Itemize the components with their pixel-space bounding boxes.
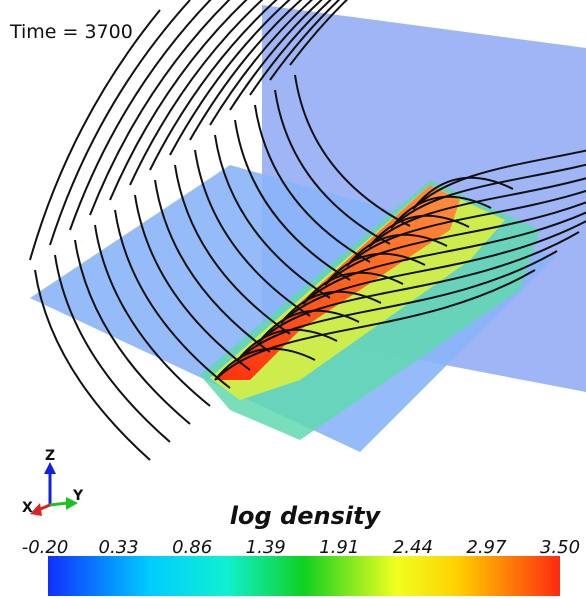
field-line: [214, 347, 316, 381]
field-line: [368, 214, 470, 248]
field-line: [234, 119, 351, 281]
colorbar-tick-label: 0.33: [99, 537, 139, 558]
field-line: [89, 0, 231, 216]
field-line: [149, 0, 278, 171]
field-line: [189, 0, 303, 141]
field-line: [129, 0, 264, 186]
axis-y-label: Y: [72, 488, 84, 504]
field-line: [294, 74, 411, 227]
field-line: [94, 224, 211, 407]
field-line: [49, 0, 191, 246]
colorbar-ticks: -0.20 0.33 0.86 1.39 1.91 2.44 2.97 3.50: [22, 537, 580, 558]
field-line: [29, 9, 161, 261]
colorbar-tick-label: -0.20: [22, 537, 69, 558]
field-line: [346, 233, 448, 267]
field-line: [254, 104, 371, 263]
time-label: Time = 3700: [9, 21, 133, 43]
field-line: [174, 164, 291, 335]
field-line: [274, 89, 391, 245]
axis-triad: Z Y X: [22, 448, 84, 516]
field-line: [236, 250, 558, 362]
field-line: [214, 269, 536, 381]
field-line: [269, 0, 341, 81]
field-lines: [29, 0, 586, 461]
field-line: [324, 201, 586, 286]
field-line: [302, 211, 586, 305]
colorbar-tick-label: 2.44: [393, 537, 433, 558]
field-line: [114, 209, 231, 389]
field-line: [74, 239, 191, 425]
colorbar-tick-label: 1.39: [246, 537, 286, 558]
field-line: [302, 271, 404, 305]
field-line: [324, 252, 426, 286]
field-line: [258, 309, 360, 343]
dense-slab: [215, 185, 460, 380]
colorbar-title: log density: [230, 502, 382, 530]
colorbar-tick-label: 1.91: [319, 537, 359, 558]
field-line: [169, 0, 291, 156]
field-line: [194, 149, 311, 317]
field-line: [229, 0, 323, 111]
axis-z-label: Z: [45, 448, 55, 464]
field-line: [412, 176, 514, 210]
field-line: [109, 0, 248, 201]
colorbar-tick-label: 3.50: [540, 537, 580, 558]
field-line: [368, 177, 586, 248]
field-line: [280, 290, 382, 324]
colorbar-tick-label: 0.86: [172, 537, 212, 558]
field-line: [346, 189, 586, 267]
field-line: [390, 163, 586, 229]
colorbar: [48, 556, 560, 596]
field-line: [390, 195, 492, 229]
field-line: [412, 149, 586, 210]
field-line: [289, 0, 349, 66]
field-line: [69, 0, 212, 231]
field-line: [34, 269, 151, 461]
field-line: [280, 220, 586, 324]
field-line: [258, 231, 580, 343]
axis-x-label: X: [22, 500, 33, 516]
field-line: [54, 254, 171, 443]
field-line: [214, 134, 331, 299]
colorbar-tick-label: 2.97: [466, 537, 507, 558]
field-line: [236, 328, 338, 362]
field-line: [209, 0, 314, 126]
field-line: [249, 0, 332, 96]
field-line: [134, 194, 251, 371]
field-line: [154, 179, 271, 353]
